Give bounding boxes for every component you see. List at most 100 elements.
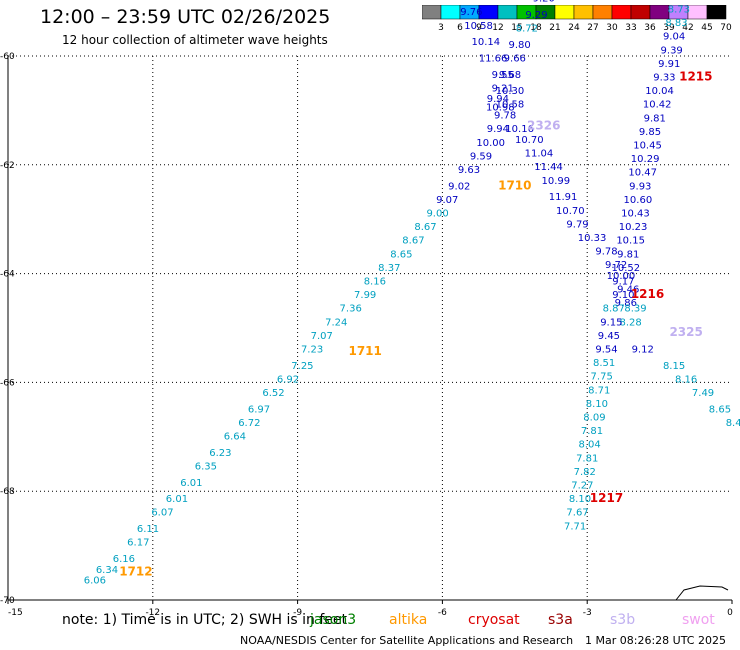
wave-height-value: 8.16 [364, 276, 386, 287]
wave-height-value: 9.17 [612, 276, 634, 287]
colorbar-label: 9 [476, 23, 482, 33]
wave-height-value: 7.25 [291, 361, 313, 372]
wave-height-value: 6.01 [180, 478, 202, 489]
colorbar-label: 15 [511, 23, 522, 33]
satellite-s3a: s3a [548, 612, 573, 628]
chart-title: 12:00 – 23:59 UTC 02/26/2025 [40, 6, 331, 28]
wave-height-value: 9.95 [455, 0, 477, 2]
pass-label: 1710 [498, 178, 531, 192]
wave-height-value: 10.70 [556, 206, 585, 217]
wave-height-value: 10.99 [542, 176, 571, 187]
footer-credit: NOAA/NESDIS Center for Satellite Applica… [240, 634, 574, 647]
wave-height-value: 10.00 [607, 271, 636, 282]
wave-height-value: 8.28 [620, 317, 642, 328]
wave-height-value: 11.91 [549, 192, 578, 203]
wave-height-value: 10.04 [645, 86, 674, 97]
wave-height-value: 7.67 [566, 508, 588, 519]
wave-height-value: 10.14 [472, 37, 501, 48]
colorbar-label: 24 [568, 23, 580, 33]
wave-height-value: 7.36 [340, 304, 362, 315]
wave-height-value: 9.72 [605, 260, 627, 271]
pass-label: 1712 [119, 565, 152, 579]
wave-height-value: 9.59 [470, 151, 492, 162]
wave-height-value: 7.81 [581, 426, 603, 437]
satellite-jason3: jason3 [310, 612, 357, 628]
coastline [675, 585, 729, 601]
x-tick-label: -15 [8, 608, 23, 618]
pass-label: 1215 [679, 69, 712, 83]
wave-height-value: 8.67 [414, 222, 436, 233]
wave-height-value: 8.33 [670, 0, 692, 2]
x-tick-label: -3 [583, 608, 592, 618]
y-tick-label: -70 [0, 596, 15, 606]
wave-height-value: 9.93 [629, 181, 651, 192]
wave-height-value: 9.00 [426, 208, 448, 219]
satellite-altika: altika [389, 612, 428, 628]
wave-height-value: 7.75 [591, 372, 613, 383]
wave-height-value: 9.66 [504, 53, 526, 64]
colorbar-label: 39 [663, 23, 675, 33]
wave-height-value: 9.29 [525, 10, 547, 21]
wave-height-value: 8.15 [663, 361, 685, 372]
wave-height-value: 10.42 [643, 100, 672, 111]
wave-height-value: 11.66 [479, 53, 508, 64]
wave-height-value: 10.98 [486, 102, 515, 113]
y-tick-label: -68 [0, 487, 15, 497]
wave-height-value: 6.23 [209, 448, 231, 459]
wave-height-value: 8.87 [603, 304, 625, 315]
wave-height-value: 7.81 [576, 453, 598, 464]
wave-height-value: 9.63 [458, 165, 480, 176]
wave-height-value: 7.71 [564, 521, 586, 532]
colorbar-label: 18 [530, 23, 542, 33]
wave-height-value: 8.16 [675, 374, 697, 385]
colorbar-label: 33 [625, 23, 636, 33]
wave-height-value: 9.12 [632, 344, 654, 355]
wave-height-value: 8.10 [569, 494, 591, 505]
wave-height-value: 8.83 [665, 18, 687, 29]
wave-height-value: 8.10 [586, 399, 608, 410]
colorbar-label: 21 [549, 23, 560, 33]
wave-height-value: 8.65 [390, 249, 412, 260]
wave-height-value: 9.39 [661, 45, 683, 56]
wave-height-value: 6.34 [96, 565, 118, 576]
wave-height-value: 7.23 [301, 344, 323, 355]
wave-height-value: 8.39 [624, 304, 646, 315]
colorbar-label: 6 [457, 23, 463, 33]
colorbar-label: 42 [682, 23, 693, 33]
colorbar-label: 30 [606, 23, 618, 33]
wave-height-value: 9.86 [615, 298, 637, 309]
y-tick-label: -60 [0, 52, 15, 62]
wave-height-value: 9.54 [595, 344, 617, 355]
wave-height-value: 8.67 [402, 236, 424, 247]
colorbar-label: 36 [644, 23, 656, 33]
footer-timestamp: 1 Mar 08:26:28 UTC 2025 [585, 634, 726, 647]
wave-height-value: 8.51 [593, 358, 615, 369]
wave-height-value: 9.94 [487, 94, 509, 105]
wave-height-value: 10.33 [578, 233, 607, 244]
wave-height-value: 10.43 [621, 208, 650, 219]
satellite-s3b: s3b [610, 612, 636, 628]
x-tick-label: 0 [727, 608, 733, 618]
wave-height-value: 8.09 [583, 412, 605, 423]
wave-height-value: 9.07 [436, 195, 458, 206]
wave-height-value: 10.15 [616, 236, 645, 247]
wave-height-value: 6.06 [84, 576, 106, 587]
wave-height-value: 9.10 [612, 290, 634, 301]
wave-height-value: 6.01 [166, 494, 188, 505]
pass-label: 2326 [527, 118, 560, 132]
wave-height-value: 8.71 [588, 385, 610, 396]
pass-label: 1711 [348, 344, 381, 358]
wave-height-value: 9.04 [663, 32, 685, 43]
wave-height-value: 9.78 [595, 247, 617, 258]
wave-height-value: 7.82 [574, 467, 596, 478]
wave-height-value: 6.17 [127, 538, 149, 549]
wave-height-value: 7.24 [325, 317, 347, 328]
wave-height-value: 11.44 [534, 162, 563, 173]
wave-height-value: 10.23 [619, 222, 648, 233]
wave-height-value: 9.55 [492, 70, 514, 81]
colorbar-label: 70 [720, 23, 732, 33]
wave-height-value: 10.29 [631, 154, 660, 165]
pass-label: 2325 [669, 325, 702, 339]
wave-height-value: 7.49 [692, 388, 714, 399]
wave-height-value: 10.60 [624, 195, 653, 206]
